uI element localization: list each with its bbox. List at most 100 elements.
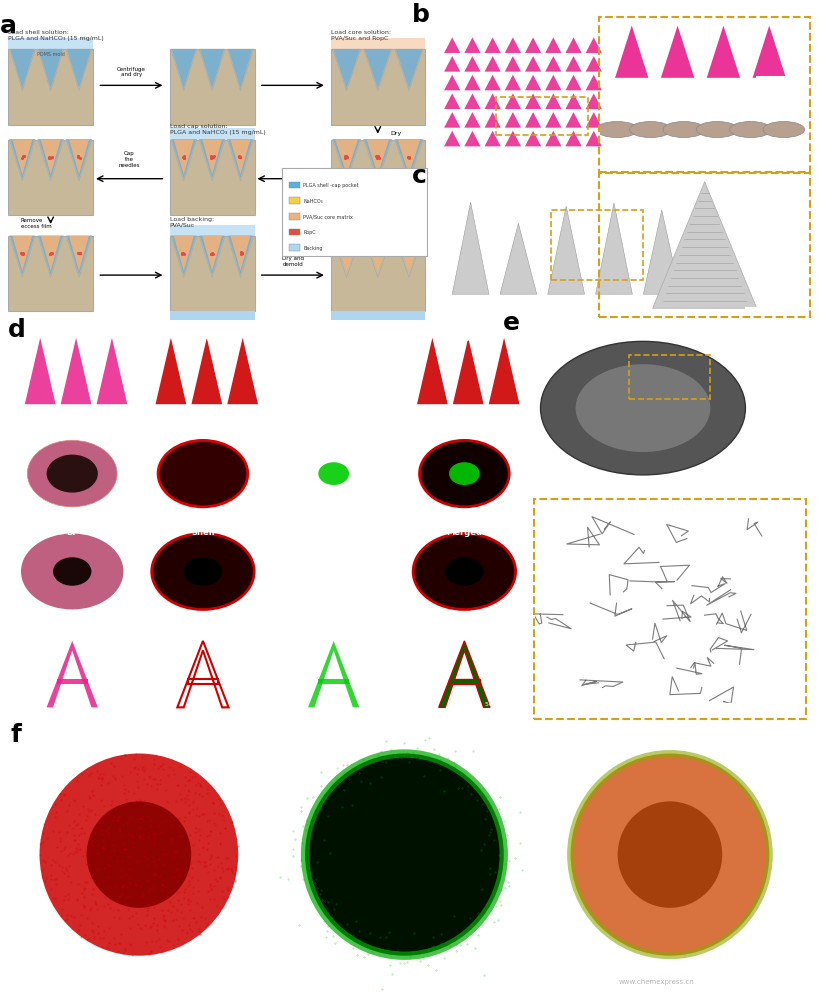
Point [186, 837, 199, 853]
FancyBboxPatch shape [331, 50, 425, 125]
Point [177, 812, 190, 828]
Point [200, 842, 213, 858]
Polygon shape [47, 641, 98, 708]
Point [116, 768, 129, 784]
Point [109, 879, 122, 895]
Point [108, 842, 121, 858]
Polygon shape [395, 50, 423, 91]
Point [172, 885, 185, 901]
Text: Shell: Shell [191, 528, 215, 537]
Text: e: e [502, 310, 520, 334]
Polygon shape [38, 237, 63, 276]
Polygon shape [11, 140, 34, 180]
Point [132, 820, 145, 837]
Point [131, 810, 144, 826]
Polygon shape [484, 57, 501, 72]
Point [123, 810, 136, 826]
Point [91, 763, 104, 779]
Point [169, 864, 182, 880]
Point [172, 777, 185, 793]
Point [116, 887, 129, 903]
Point [89, 895, 102, 911]
Polygon shape [333, 140, 360, 180]
Point [159, 913, 172, 929]
Point [114, 936, 127, 952]
Point [106, 812, 119, 828]
Point [211, 850, 224, 866]
Point [86, 923, 99, 939]
Point [189, 768, 202, 784]
Point [156, 756, 169, 772]
Point [197, 840, 210, 856]
Point [114, 750, 127, 766]
Point [81, 808, 94, 824]
Point [71, 842, 84, 858]
Point [141, 901, 154, 917]
Point [76, 897, 89, 913]
Text: Shell: Shell [191, 625, 215, 634]
Point [108, 809, 121, 825]
Point [155, 758, 168, 774]
Point [150, 933, 163, 949]
Polygon shape [10, 237, 35, 278]
Circle shape [696, 122, 738, 138]
Point [98, 898, 111, 914]
Polygon shape [464, 38, 480, 54]
Text: 50 μm: 50 μm [707, 959, 738, 968]
Point [111, 943, 124, 959]
Point [217, 864, 230, 880]
Point [124, 936, 137, 952]
Text: Core: Core [323, 625, 345, 634]
Point [137, 771, 150, 787]
Point [53, 833, 66, 850]
Point [191, 775, 204, 791]
Point [83, 767, 96, 783]
Polygon shape [417, 338, 448, 405]
Point [128, 876, 141, 892]
Polygon shape [525, 57, 541, 72]
Point [47, 871, 60, 887]
Point [122, 783, 135, 799]
Point [70, 892, 83, 908]
Point [190, 820, 203, 837]
Point [112, 808, 125, 824]
Polygon shape [565, 57, 582, 72]
Point [47, 823, 60, 840]
Point [131, 779, 144, 795]
Point [139, 934, 152, 950]
Point [181, 790, 194, 806]
Point [225, 861, 238, 877]
Point [59, 861, 72, 877]
Point [173, 758, 186, 774]
Point [162, 903, 175, 919]
Point [57, 786, 70, 802]
Point [67, 832, 80, 849]
Point [103, 807, 116, 823]
Polygon shape [200, 237, 224, 276]
Text: 100 μm: 100 μm [764, 297, 791, 303]
Point [157, 910, 170, 926]
Point [110, 853, 123, 869]
Text: BF: BF [66, 625, 78, 634]
Point [75, 766, 88, 782]
Point [120, 880, 133, 896]
Polygon shape [174, 140, 194, 176]
Point [64, 846, 77, 862]
Polygon shape [364, 140, 391, 180]
Polygon shape [453, 203, 489, 295]
Point [84, 802, 97, 818]
Point [47, 852, 60, 868]
Point [144, 919, 157, 935]
Text: 250 μm: 250 μm [764, 153, 791, 159]
Point [145, 945, 158, 961]
Point [55, 792, 68, 808]
Point [88, 805, 101, 821]
Point [219, 819, 232, 835]
Point [141, 899, 154, 915]
Point [81, 911, 94, 927]
Point [213, 835, 226, 852]
Point [194, 855, 207, 871]
Point [124, 920, 137, 936]
Polygon shape [364, 237, 392, 278]
Polygon shape [69, 237, 89, 272]
